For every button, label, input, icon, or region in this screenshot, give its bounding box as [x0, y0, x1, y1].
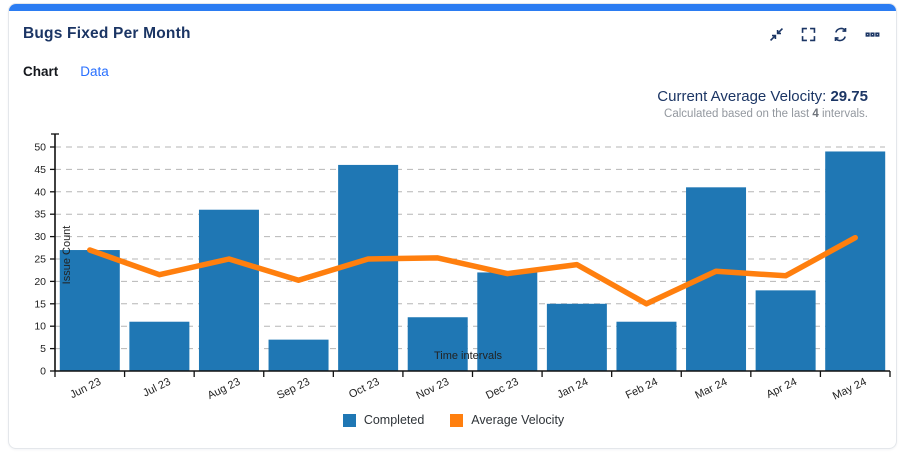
tab-data[interactable]: Data: [80, 64, 109, 79]
bar[interactable]: [477, 272, 538, 371]
bar[interactable]: [198, 209, 259, 371]
x-tick-label: Apr 24: [765, 376, 799, 401]
card-accent-bar: [9, 4, 896, 11]
velocity-value: 29.75: [830, 88, 868, 105]
bar[interactable]: [546, 303, 607, 371]
legend-item-average-velocity[interactable]: Average Velocity: [450, 413, 564, 427]
x-tick-label: Feb 24: [624, 376, 660, 402]
x-tick-label: Jan 24: [555, 376, 590, 401]
y-tick-label: 0: [40, 366, 46, 378]
y-tick-label: 30: [34, 231, 46, 243]
velocity-label: Current Average Velocity:: [657, 88, 831, 105]
bar[interactable]: [755, 290, 816, 371]
bar[interactable]: [129, 321, 190, 371]
y-tick-label: 20: [34, 276, 46, 288]
more-options-icon[interactable]: [863, 25, 881, 43]
bar[interactable]: [407, 317, 468, 371]
y-tick-label: 35: [34, 209, 46, 221]
x-tick-label: Dec 23: [484, 376, 521, 402]
y-axis-label: Issue Count: [61, 226, 73, 285]
chart-widget-card: Bugs Fixed Per Month Chart Data Current …: [8, 3, 897, 449]
velocity-headline: Current Average Velocity: 29.75: [657, 88, 868, 105]
x-tick-label: Sep 23: [275, 376, 312, 402]
collapse-icon[interactable]: [767, 25, 785, 43]
legend-item-completed[interactable]: Completed: [342, 413, 425, 427]
y-tick-label: 50: [34, 142, 46, 154]
y-tick-label: 40: [34, 186, 46, 198]
y-tick-label: 45: [34, 164, 46, 176]
velocity-line[interactable]: [87, 234, 858, 307]
bar[interactable]: [59, 250, 120, 371]
legend-label-completed: Completed: [363, 413, 425, 427]
tab-chart[interactable]: Chart: [23, 64, 59, 79]
x-tick-label: Jun 23: [68, 376, 103, 401]
x-tick-label: Oct 23: [347, 376, 381, 401]
legend-label-average-velocity: Average Velocity: [471, 413, 565, 427]
y-tick-label: 10: [34, 321, 46, 333]
bar[interactable]: [825, 151, 886, 371]
average-velocity-swatch-icon: [450, 413, 464, 427]
x-tick-label: Nov 23: [414, 376, 451, 402]
chart-area: Issue Count Time intervals 0 5 10 15 20 25 30 35 4…: [9, 122, 896, 427]
bar[interactable]: [616, 321, 677, 371]
chart-legend: Completed Average Velocity: [9, 413, 896, 427]
refresh-icon[interactable]: [831, 25, 849, 43]
view-tabs: Chart Data: [23, 64, 109, 79]
chart-canvas: Issue Count Time intervals 0 5 10 15 20 25 30 35 4…: [34, 133, 891, 403]
y-tick-label: 5: [40, 343, 46, 355]
widget-title: Bugs Fixed Per Month: [23, 25, 191, 42]
y-tick-label: 15: [34, 298, 46, 310]
x-tick-label: Mar 24: [693, 376, 729, 402]
widget-toolbar: [767, 25, 881, 43]
completed-swatch-icon: [342, 413, 356, 427]
x-tick-label: May 24: [831, 376, 869, 403]
x-axis-label: Time intervals: [434, 350, 503, 362]
velocity-summary: Current Average Velocity: 29.75 Calculat…: [657, 88, 868, 120]
velocity-note: Calculated based on the last 4 intervals…: [664, 108, 868, 120]
x-tick-label: Aug 23: [206, 376, 243, 402]
bar[interactable]: [268, 339, 329, 371]
expand-fullscreen-icon[interactable]: [799, 25, 817, 43]
y-tick-label: 25: [34, 254, 46, 266]
x-tick-label: Jul 23: [141, 376, 173, 400]
